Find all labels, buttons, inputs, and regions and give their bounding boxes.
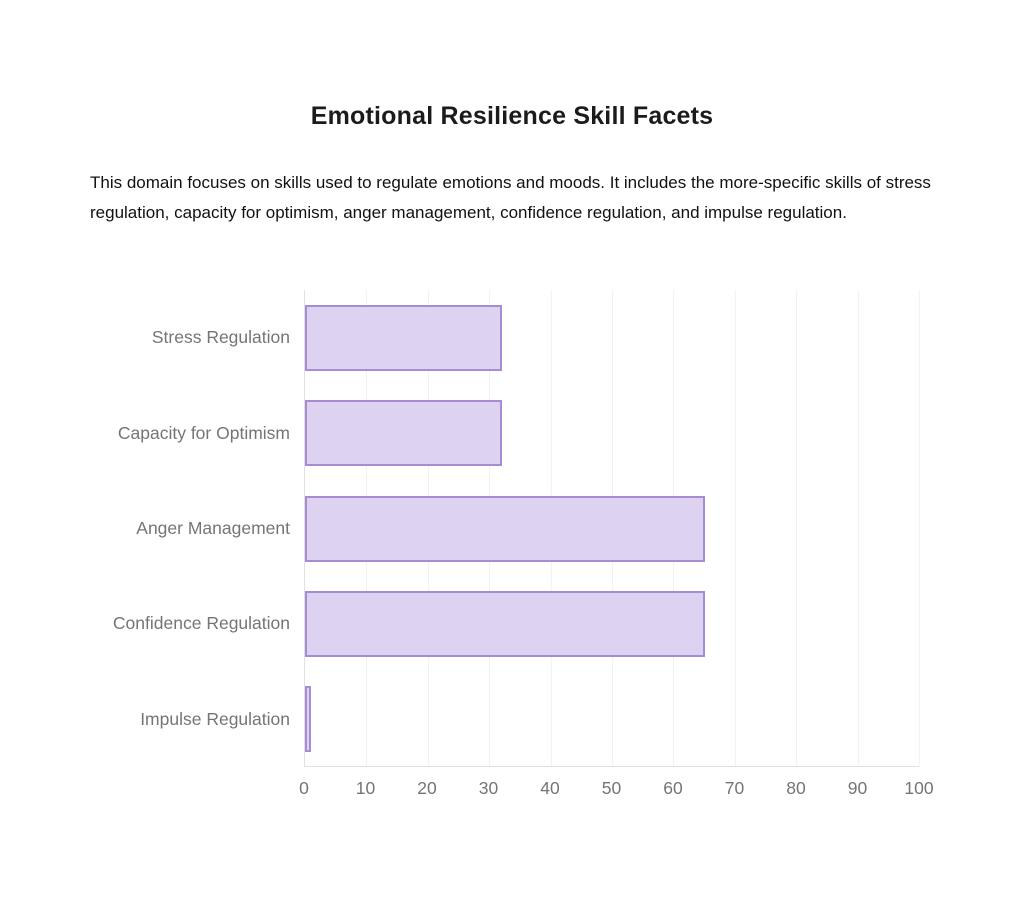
x-tick-label-20: 20 bbox=[417, 778, 437, 798]
bar-confidence-regulation bbox=[305, 590, 705, 657]
x-tick-label-80: 80 bbox=[786, 778, 806, 798]
gridline-x-80 bbox=[796, 290, 798, 766]
gridline-x-90 bbox=[857, 290, 859, 766]
domain-description: This domain focuses on skills used to re… bbox=[90, 173, 931, 222]
x-tick-label-10: 10 bbox=[355, 778, 376, 798]
bar-impulse-regulation bbox=[305, 686, 312, 753]
bar-stress-regulation bbox=[305, 304, 502, 371]
category-label-stress-regulation: Stress Regulation bbox=[151, 327, 290, 348]
x-tick-label-50: 50 bbox=[601, 778, 622, 798]
chart-title: Emotional Resilience Skill Facets bbox=[310, 102, 714, 130]
bar-anger-management bbox=[305, 495, 705, 562]
x-tick-label-60: 60 bbox=[663, 778, 683, 798]
x-tick-label-70: 70 bbox=[724, 778, 745, 798]
x-axis-labels: 0 10 20 30 40 50 60 70 80 90 100 bbox=[299, 778, 933, 800]
x-tick-label-90: 90 bbox=[847, 778, 868, 798]
x-tick-label-40: 40 bbox=[540, 778, 560, 798]
plot-area bbox=[304, 290, 920, 767]
x-tick-label-100: 100 bbox=[904, 778, 934, 798]
bar-capacity-for-optimism bbox=[305, 400, 502, 467]
category-label-anger-management: Anger Management bbox=[136, 517, 290, 538]
y-axis-labels: Stress Regulation Capacity for Optimism An… bbox=[0, 290, 290, 767]
gridline-x-100 bbox=[919, 290, 920, 766]
category-label-impulse-regulation: Impulse Regulation bbox=[140, 708, 290, 729]
gridline-x-70 bbox=[734, 290, 736, 766]
category-label-capacity-for-optimism: Capacity for Optimism bbox=[117, 422, 290, 443]
x-tick-label-0: 0 bbox=[299, 778, 309, 798]
x-tick-label-30: 30 bbox=[478, 778, 499, 798]
category-label-confidence-regulation: Confidence Regulation bbox=[112, 613, 290, 634]
